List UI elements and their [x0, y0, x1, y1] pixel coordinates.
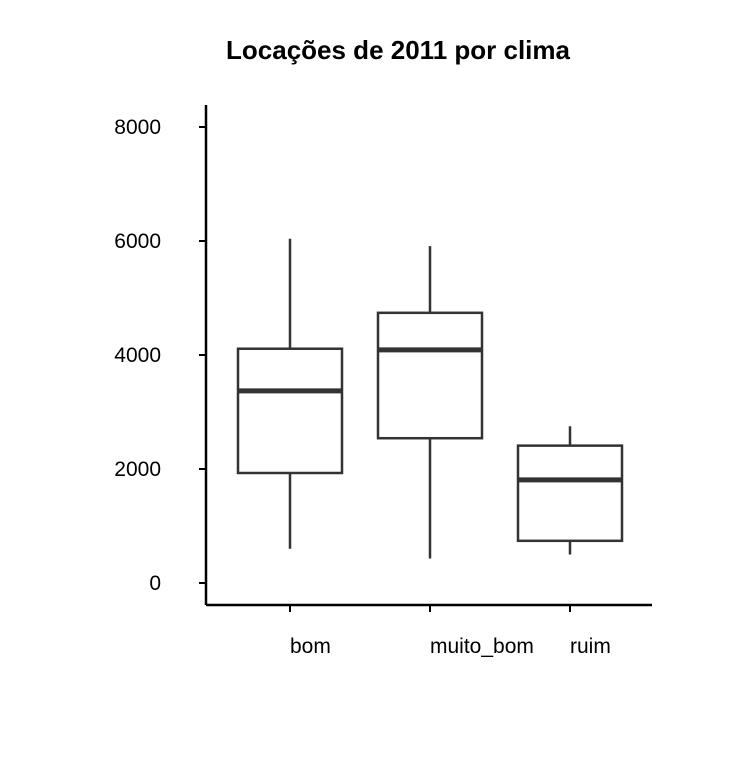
box-iqr — [236, 347, 344, 475]
x-tick-label: bom — [290, 635, 331, 658]
y-axis: 0 2000 4000 6000 8000 — [114, 105, 208, 605]
box-iqr — [516, 444, 624, 543]
y-tick-label: 6000 — [114, 230, 161, 253]
x-tick-label: ruim — [570, 635, 611, 658]
x-axis: bom muito_bom ruim — [206, 603, 652, 658]
box-muito_bom — [376, 246, 484, 559]
box-ruim — [516, 426, 624, 555]
box-bom — [236, 238, 344, 549]
y-tick-label: 8000 — [114, 116, 161, 139]
y-tick-label: 2000 — [114, 458, 161, 481]
y-tick-label: 0 — [149, 572, 161, 595]
box-iqr — [376, 311, 484, 440]
plot-area — [236, 238, 624, 559]
x-tick-label: muito_bom — [430, 635, 534, 658]
chart-title: Locações de 2011 por clima — [226, 35, 570, 65]
y-tick-label: 4000 — [114, 344, 161, 367]
